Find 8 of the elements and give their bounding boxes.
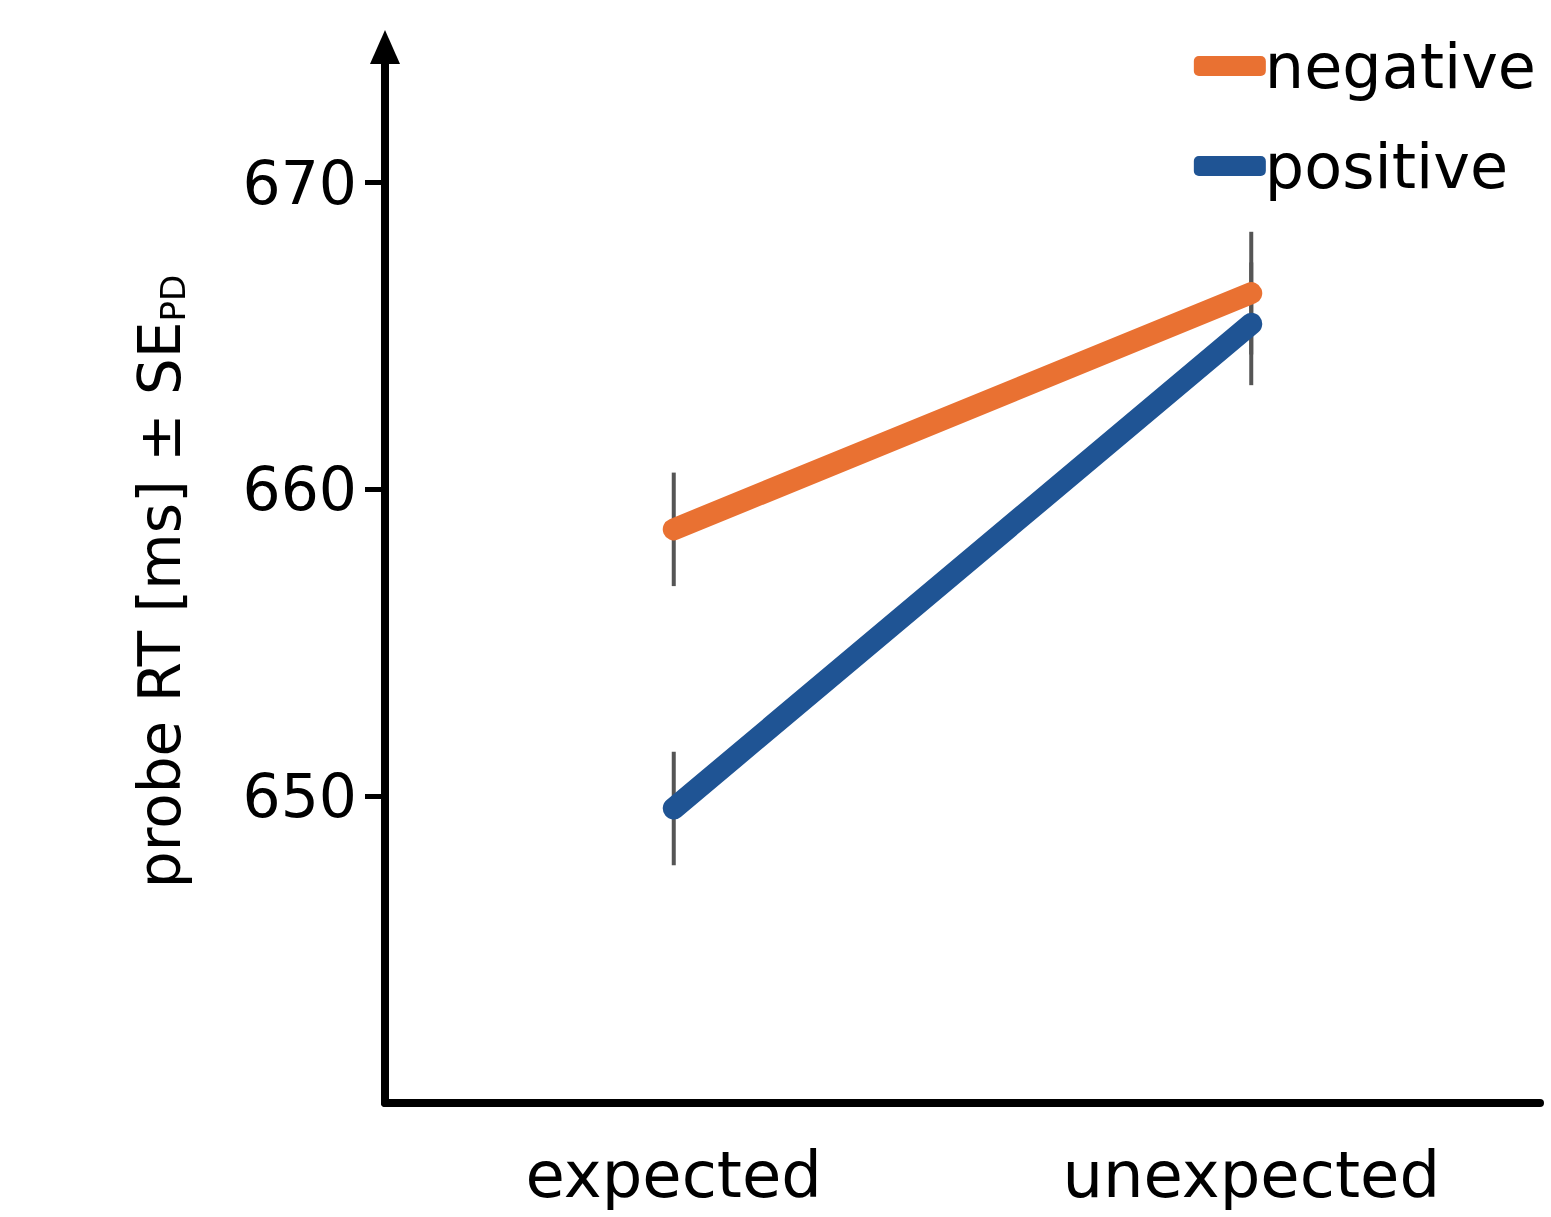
y-tick-label: 670	[242, 147, 357, 218]
x-tick-label: expected	[525, 1138, 822, 1212]
y-axis-title: probe RT [ms] ± SEPD	[126, 274, 194, 889]
legend-label: negative	[1264, 29, 1537, 103]
legend-label: positive	[1264, 129, 1509, 203]
y-tick-label: 660	[242, 454, 357, 525]
y-tick-label: 650	[242, 761, 357, 832]
x-tick-label: unexpected	[1062, 1138, 1441, 1212]
